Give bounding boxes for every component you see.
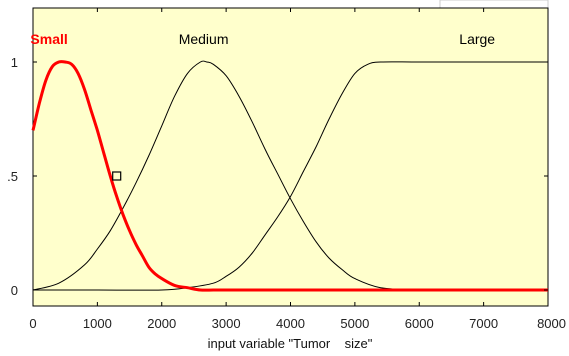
marker-layer xyxy=(112,171,122,181)
x-tick-label: 7000 xyxy=(469,316,498,331)
ticks-layer: 0 1000 2000 3000 4000 5000 6000 7000 8000 0 .5 1 xyxy=(7,8,566,331)
series-label-small: Small xyxy=(30,31,67,47)
series-line-small[interactable] xyxy=(31,60,548,292)
series-label-medium: Medium xyxy=(179,31,229,47)
x-tick-label: 0 xyxy=(29,316,36,331)
series-line-medium[interactable] xyxy=(32,60,548,291)
x-tick-label: 3000 xyxy=(212,316,241,331)
y-tick-label: 1 xyxy=(11,55,18,70)
y-tick-label: 0 xyxy=(11,283,18,298)
series-layer xyxy=(31,60,548,292)
labels-layer: Small Medium Large xyxy=(30,31,495,47)
series-label-large: Large xyxy=(459,31,495,47)
x-tick-label: 2000 xyxy=(147,316,176,331)
y-tick-label: .5 xyxy=(7,169,18,184)
plot-area[interactable] xyxy=(32,7,549,307)
x-tick-label: 1000 xyxy=(83,316,112,331)
x-tick-label: 4000 xyxy=(276,316,305,331)
selected-point-marker[interactable] xyxy=(112,171,122,181)
x-tick-label: 6000 xyxy=(405,316,434,331)
x-axis-title: input variable "Tumor size" xyxy=(208,336,373,351)
x-tick-label: 5000 xyxy=(340,316,369,331)
x-tick-label: 8000 xyxy=(537,316,566,331)
